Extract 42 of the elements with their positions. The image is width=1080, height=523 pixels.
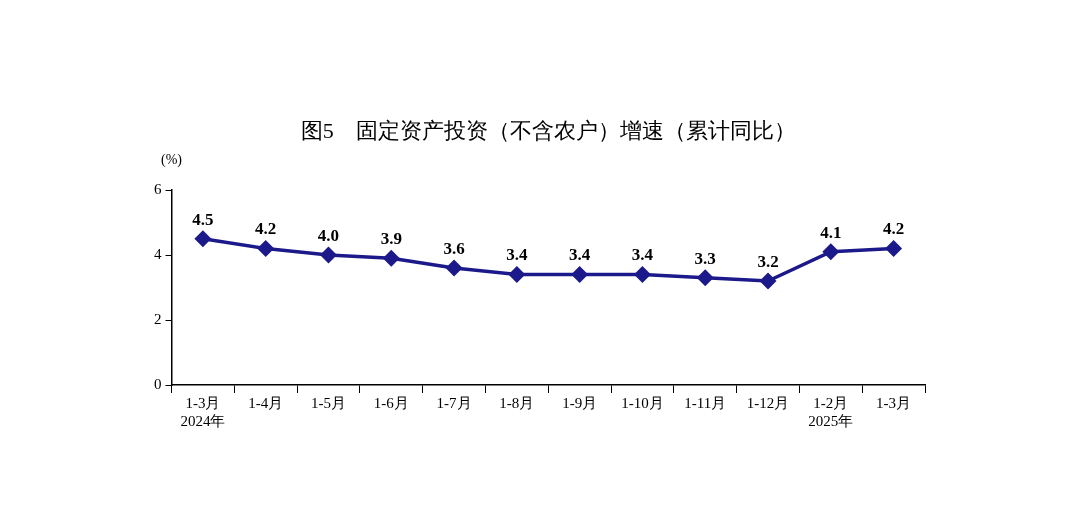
y-tick-label: 2 [154, 310, 162, 327]
chart-title: 图5 固定资产投资（不含农户）增速（累计同比） [300, 117, 796, 143]
data-label: 3.2 [757, 251, 779, 271]
point [823, 244, 839, 260]
x-tick-label: 1-11月 [684, 394, 727, 411]
x-tick-label: 1-3月 2024年 [180, 394, 226, 429]
point [571, 266, 588, 283]
x-tick-label: 1-9月 [562, 394, 598, 411]
x-tick-label: 1-8月 [499, 394, 535, 411]
point [697, 270, 713, 286]
data-label: 3.4 [631, 245, 654, 265]
data-label: 3.3 [694, 248, 716, 268]
data-label: 3.4 [569, 245, 591, 265]
x-tick-label: 1-3月 [876, 394, 912, 411]
x-tick-label: 1-4月 [248, 394, 284, 411]
point [760, 273, 776, 289]
data-label: 3.9 [380, 229, 402, 249]
x-tick-label: 1-6月 [373, 394, 409, 411]
data-label: 4.2 [255, 219, 277, 239]
data-label: 3.4 [506, 245, 528, 265]
point [509, 266, 525, 283]
y-tick-label: 0 [154, 375, 162, 392]
x-tick-label: 1-12月 [746, 394, 790, 411]
point [195, 231, 211, 247]
point [446, 260, 462, 276]
x-tick-label: 1-5月 [310, 394, 346, 411]
point [320, 247, 337, 263]
data-label: 4.0 [317, 225, 340, 245]
point [257, 240, 274, 257]
x-tick-label: 1-10月 [621, 394, 664, 411]
data-label: 4.5 [192, 209, 214, 229]
y-tick-label: 6 [154, 180, 162, 197]
point [885, 240, 902, 257]
x-tick-label: 1-2月 2025年 [808, 394, 854, 429]
x-tick-label: 1-7月 [436, 394, 472, 411]
data-label: 4.2 [882, 219, 905, 239]
point [383, 250, 400, 266]
point [634, 266, 651, 283]
y-tick-label: 4 [154, 245, 162, 262]
y-axis-title: (%) [161, 151, 183, 168]
data-label: 3.6 [443, 238, 465, 258]
data-label: 4.1 [820, 222, 842, 242]
